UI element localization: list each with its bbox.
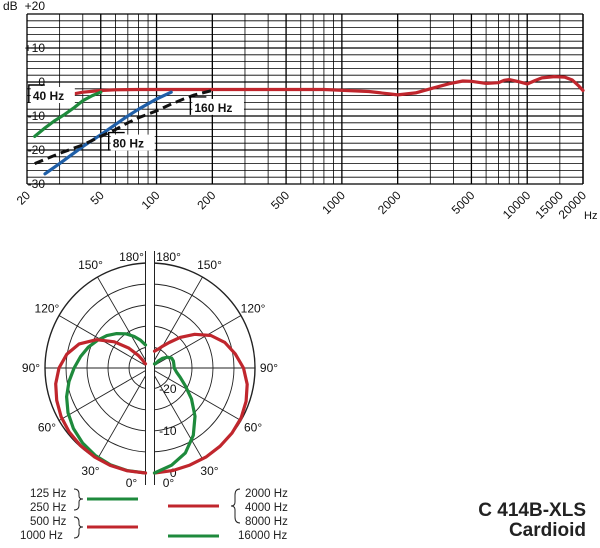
radius-label: -10 xyxy=(159,424,177,438)
legend-label-500: 500 Hz xyxy=(30,516,67,528)
legend-label-1000: 1000 Hz xyxy=(20,530,63,542)
y-tick-label: -20 xyxy=(28,143,46,157)
polar-curve xyxy=(64,332,148,475)
x-tick-label: 1000 xyxy=(319,188,348,217)
response-curve xyxy=(34,89,213,165)
legend-label-250: 250 Hz xyxy=(30,502,67,514)
angle-label: 0° xyxy=(163,476,175,490)
annotation-bracket xyxy=(28,84,45,103)
annotation-label: 40 Hz xyxy=(33,89,64,103)
legend-label-16000: 16000 Hz xyxy=(238,530,288,542)
polar-spoke xyxy=(149,276,203,369)
legend-swatches xyxy=(73,488,241,539)
y-tick-label: 0 xyxy=(38,75,45,89)
polar-spoke xyxy=(149,315,242,369)
annotation-bracket xyxy=(107,131,125,151)
y-tick-label: -10 xyxy=(28,109,46,123)
annotation-box xyxy=(110,134,155,151)
angle-label: 150° xyxy=(78,258,103,272)
polar-spoke xyxy=(58,367,151,421)
angle-label: 30° xyxy=(81,464,99,478)
y-tick-label: +20 xyxy=(25,0,46,13)
angle-label: 30° xyxy=(200,464,218,478)
legend-label-125: 125 Hz xyxy=(30,488,67,500)
polar-pattern-chart: 0° 0° 30° 30° 60° 60° 90° 90° 120° 120° 150° 150° 18… xyxy=(22,250,278,490)
response-curve xyxy=(33,90,103,138)
x-unit-label: Hz xyxy=(584,210,597,222)
radius-label: 0 xyxy=(170,466,177,480)
x-tick-label: 10000 xyxy=(500,188,534,222)
polar-curve xyxy=(152,355,197,475)
legend-label-4000: 4000 Hz xyxy=(245,502,288,514)
legend-label-2000: 2000 Hz xyxy=(245,488,288,500)
x-tick-label: 5000 xyxy=(449,188,478,217)
angle-label: 0° xyxy=(126,476,138,490)
angle-label: 60° xyxy=(244,421,262,435)
legend-brace xyxy=(230,488,241,524)
annotation-label: 160 Hz xyxy=(194,101,232,115)
angle-label: 120° xyxy=(35,302,60,316)
polar-gap xyxy=(145,251,155,485)
legend-brace xyxy=(73,516,84,539)
angle-label: 60° xyxy=(38,421,56,435)
model-title: C 414B-XLS xyxy=(478,500,586,521)
angle-label: 180° xyxy=(156,250,181,264)
polar-spoke xyxy=(149,367,242,421)
x-tick-label: 200 xyxy=(194,188,218,212)
angle-label: 90° xyxy=(22,361,40,375)
polar-spoke xyxy=(97,276,151,369)
x-tick-label: 50 xyxy=(88,188,108,208)
angle-label: 90° xyxy=(260,361,278,375)
y-tick-label: +10 xyxy=(25,41,46,55)
y-unit-label: dB xyxy=(3,0,18,13)
polar-spoke xyxy=(149,367,203,460)
polar-spoke xyxy=(97,367,151,460)
legend-label-8000: 8000 Hz xyxy=(245,516,288,528)
x-tick-label: 2000 xyxy=(375,188,404,217)
annotation-label: 80 Hz xyxy=(113,137,144,151)
x-tick-label: 100 xyxy=(139,188,163,212)
response-curve xyxy=(63,74,585,98)
annotation-bracket xyxy=(189,96,207,115)
response-curve xyxy=(43,90,173,176)
angle-label: 180° xyxy=(119,250,144,264)
polar-curve xyxy=(152,332,249,475)
angle-label: 150° xyxy=(197,258,222,272)
radius-label: -20 xyxy=(159,382,177,396)
angle-label: 120° xyxy=(241,302,266,316)
pattern-title: Cardioid xyxy=(508,520,586,541)
polar-curve xyxy=(54,338,148,475)
x-tick-label: 500 xyxy=(268,188,292,212)
annotation-box xyxy=(192,98,244,115)
y-tick-label: -30 xyxy=(28,177,46,191)
annotation-box xyxy=(30,87,75,103)
legend-brace xyxy=(73,488,84,511)
